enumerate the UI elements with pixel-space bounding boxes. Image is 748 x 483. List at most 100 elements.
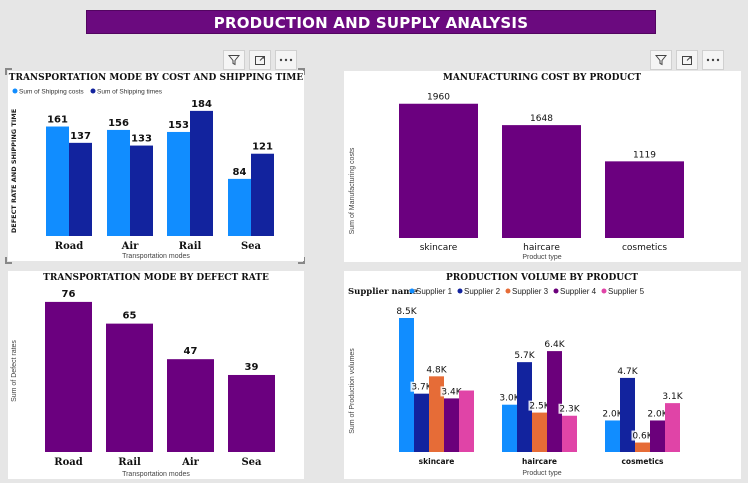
y-axis-label: Sum of Production volumes	[349, 348, 356, 434]
y-axis-label: Sum of Manufacturing costs	[349, 147, 356, 234]
bar	[399, 318, 414, 452]
data-label-bg	[395, 306, 418, 316]
tick-label: haircare	[522, 457, 557, 466]
bar	[228, 374, 275, 452]
chart-title: PRODUCTION VOLUME BY PRODUCT	[446, 273, 638, 283]
bar	[429, 376, 444, 452]
bar	[459, 390, 474, 452]
bar	[69, 142, 92, 236]
y-axis-label: DEFECT RATE AND SHIPPING TIME	[10, 109, 18, 233]
bar	[444, 398, 459, 452]
x-axis-label: Product type	[522, 470, 561, 477]
data-label: 3.4K	[441, 387, 462, 397]
chart-title: MANUFACTURING COST BY PRODUCT	[443, 73, 642, 83]
bar	[547, 351, 562, 452]
dashboard-title: PRODUCTION AND SUPPLY ANALYSIS	[86, 10, 656, 34]
legend-label: Sum of Shipping times	[97, 89, 163, 96]
bar	[107, 129, 130, 236]
legend-marker	[505, 288, 511, 294]
focus-mode-icon[interactable]	[676, 50, 698, 70]
tick-label: Sea	[241, 457, 262, 468]
data-label: 3.7K	[411, 383, 432, 393]
data-label-bg	[661, 391, 684, 402]
data-label-bg	[646, 408, 669, 419]
bar	[620, 377, 635, 452]
chart-defect-rate[interactable]: TRANSPORTATION MODE BY DEFECT RATE Sum of…	[8, 271, 304, 479]
legend-marker	[457, 288, 463, 294]
tick-label: Air	[121, 241, 140, 252]
bar	[414, 393, 429, 452]
data-label: 133	[131, 134, 152, 145]
bar	[45, 301, 92, 452]
data-label-bg	[616, 365, 639, 376]
tick-label: cosmetics	[621, 457, 664, 466]
legend-marker	[601, 288, 607, 294]
data-label: 2.0K	[602, 409, 623, 419]
tick-label: Air	[181, 457, 200, 468]
data-label-bg	[543, 339, 566, 350]
data-label: 6.4K	[544, 340, 565, 350]
x-axis-label: Product type	[522, 254, 561, 261]
data-label: 137	[70, 131, 91, 142]
legend-label: Supplier 5	[608, 287, 645, 296]
legend-marker	[409, 288, 415, 294]
more-options-icon[interactable]	[702, 50, 724, 70]
data-label: 84	[233, 167, 247, 178]
bar	[517, 362, 532, 452]
tick-label: Road	[55, 241, 83, 252]
data-label-bg	[513, 350, 536, 361]
tick-label: Rail	[118, 457, 141, 468]
bar	[167, 131, 190, 236]
legend-title: Supplier name	[348, 287, 418, 297]
bar	[635, 442, 650, 452]
data-label-bg	[528, 400, 551, 411]
data-label: 5.7K	[514, 351, 535, 361]
data-label-bg	[425, 364, 448, 375]
bar	[605, 161, 684, 238]
bar	[605, 420, 620, 452]
data-label: 3.1K	[662, 392, 683, 402]
selection-handle[interactable]	[5, 257, 12, 264]
visual-toolbar-2	[650, 50, 724, 70]
tick-label: Road	[54, 457, 82, 468]
bar	[562, 415, 577, 452]
legend-label: Supplier 4	[560, 287, 597, 296]
chart-transport-cost-time[interactable]: TRANSPORTATION MODE BY COST AND SHIPPING…	[8, 71, 304, 261]
bar	[46, 126, 69, 236]
bar	[130, 145, 153, 236]
data-label-bg	[440, 386, 463, 397]
data-label: 8.5K	[396, 307, 417, 317]
data-label-bg	[410, 381, 433, 392]
data-label: 2.5K	[529, 402, 550, 412]
bar	[167, 359, 214, 452]
chart-title: TRANSPORTATION MODE BY DEFECT RATE	[43, 273, 269, 283]
legend-marker	[90, 88, 96, 94]
data-label: 1960	[427, 93, 450, 103]
legend-label: Supplier 2	[464, 287, 501, 296]
more-options-icon[interactable]	[275, 50, 297, 70]
filter-icon[interactable]	[650, 50, 672, 70]
data-label: 76	[62, 289, 76, 300]
visual-toolbar-1	[223, 50, 297, 70]
tick-label: haircare	[523, 243, 560, 253]
bar	[502, 125, 581, 238]
data-label: 4.7K	[617, 367, 638, 377]
chart-manufacturing-cost[interactable]: MANUFACTURING COST BY PRODUCT Sum of Manu…	[344, 71, 741, 262]
chart-production-volume[interactable]: PRODUCTION VOLUME BY PRODUCT Supplier nam…	[344, 271, 741, 479]
data-label: 161	[47, 115, 68, 126]
selection-handle[interactable]	[298, 68, 305, 75]
selection-handle[interactable]	[298, 257, 305, 264]
data-label: 1119	[633, 150, 656, 160]
bar	[502, 404, 517, 452]
tick-label: skincare	[420, 243, 458, 253]
bar	[251, 153, 274, 236]
y-axis-label: Sum of Defect rates	[11, 340, 18, 402]
bar	[399, 103, 478, 238]
bar	[228, 178, 251, 236]
bar	[532, 412, 547, 452]
selection-handle[interactable]	[5, 68, 12, 75]
data-label: 153	[168, 120, 189, 131]
filter-icon[interactable]	[223, 50, 245, 70]
focus-mode-icon[interactable]	[249, 50, 271, 70]
data-label: 47	[184, 346, 198, 357]
